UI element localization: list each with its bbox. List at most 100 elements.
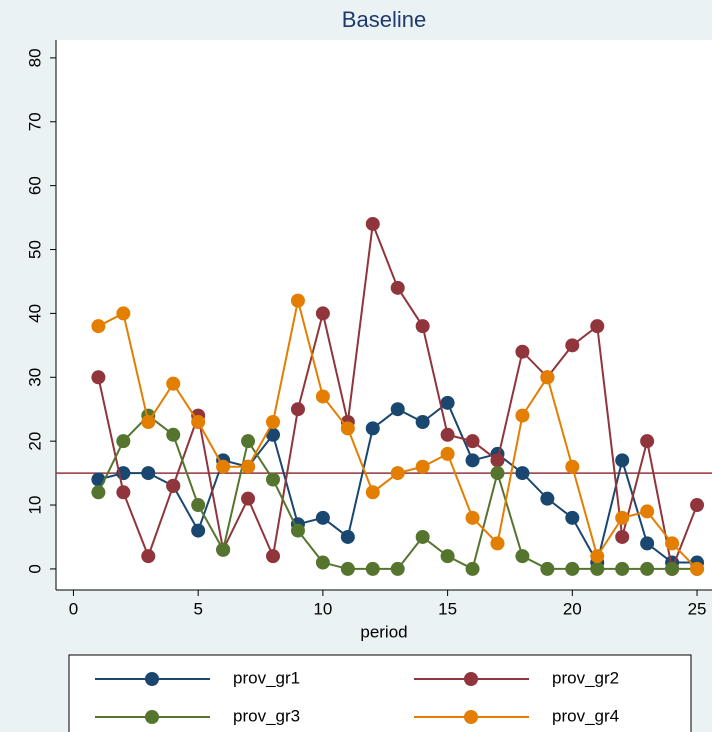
marker [365,561,380,576]
marker [515,549,530,564]
marker [565,561,580,576]
marker [216,542,231,557]
marker [290,523,305,538]
legend-label: prov_gr1 [233,668,300,687]
marker [216,459,231,474]
marker [615,529,630,544]
x-tick-label: 10 [313,599,332,618]
chart-title: Baseline [342,7,426,32]
y-tick-label: 80 [25,48,44,67]
marker [665,561,680,576]
legend-label: prov_gr2 [552,668,619,687]
marker [266,472,281,487]
legend-marker [145,710,159,724]
marker [340,529,355,544]
marker [116,434,131,449]
marker [465,434,480,449]
marker [465,453,480,468]
marker [241,459,256,474]
marker [116,306,131,321]
marker [390,402,405,417]
marker [415,459,430,474]
marker [565,510,580,525]
marker [565,338,580,353]
marker [315,306,330,321]
marker [141,414,156,429]
marker [365,485,380,500]
marker [415,319,430,334]
y-tick-label: 40 [25,304,44,323]
x-tick-label: 15 [438,599,457,618]
legend [68,654,692,732]
marker [141,466,156,481]
marker [390,466,405,481]
marker [515,466,530,481]
marker [490,536,505,551]
marker [266,414,281,429]
legend-label: prov_gr4 [552,706,619,725]
marker [141,549,156,564]
y-tick-label: 30 [25,368,44,387]
legend-marker [464,672,478,686]
y-tick-label: 60 [25,176,44,195]
marker [640,434,655,449]
marker [315,389,330,404]
marker [241,434,256,449]
marker [290,402,305,417]
marker [615,510,630,525]
marker [340,561,355,576]
x-tick-label: 25 [688,599,707,618]
marker [191,414,206,429]
x-axis-label: period [360,622,407,641]
marker [640,561,655,576]
marker [191,498,206,513]
marker [415,414,430,429]
y-tick-label: 0 [25,564,44,573]
marker [590,561,605,576]
marker [390,561,405,576]
marker [315,510,330,525]
marker [615,453,630,468]
y-tick-label: 70 [25,112,44,131]
marker [690,561,705,576]
marker [540,561,555,576]
marker [166,427,181,442]
marker [266,549,281,564]
marker [390,280,405,295]
marker [166,376,181,391]
marker [640,536,655,551]
marker [490,453,505,468]
plot-area [56,40,712,590]
marker [91,370,106,385]
marker [490,466,505,481]
marker [440,395,455,410]
x-tick-label: 0 [69,599,78,618]
x-tick-label: 5 [193,599,202,618]
marker [515,344,530,359]
marker [91,319,106,334]
marker [241,491,256,506]
x-tick-label: 20 [563,599,582,618]
marker [440,446,455,461]
marker [340,421,355,436]
y-tick-label: 10 [25,496,44,515]
marker [290,293,305,308]
marker [116,485,131,500]
y-tick-label: 20 [25,432,44,451]
marker [540,370,555,385]
marker [690,498,705,513]
marker [266,427,281,442]
marker [191,523,206,538]
marker [465,510,480,525]
marker [91,485,106,500]
legend-label: prov_gr3 [233,706,300,725]
marker [640,504,655,519]
marker [540,491,555,506]
marker [365,216,380,231]
marker [590,549,605,564]
marker [166,478,181,493]
marker [665,536,680,551]
marker [590,319,605,334]
marker [565,459,580,474]
